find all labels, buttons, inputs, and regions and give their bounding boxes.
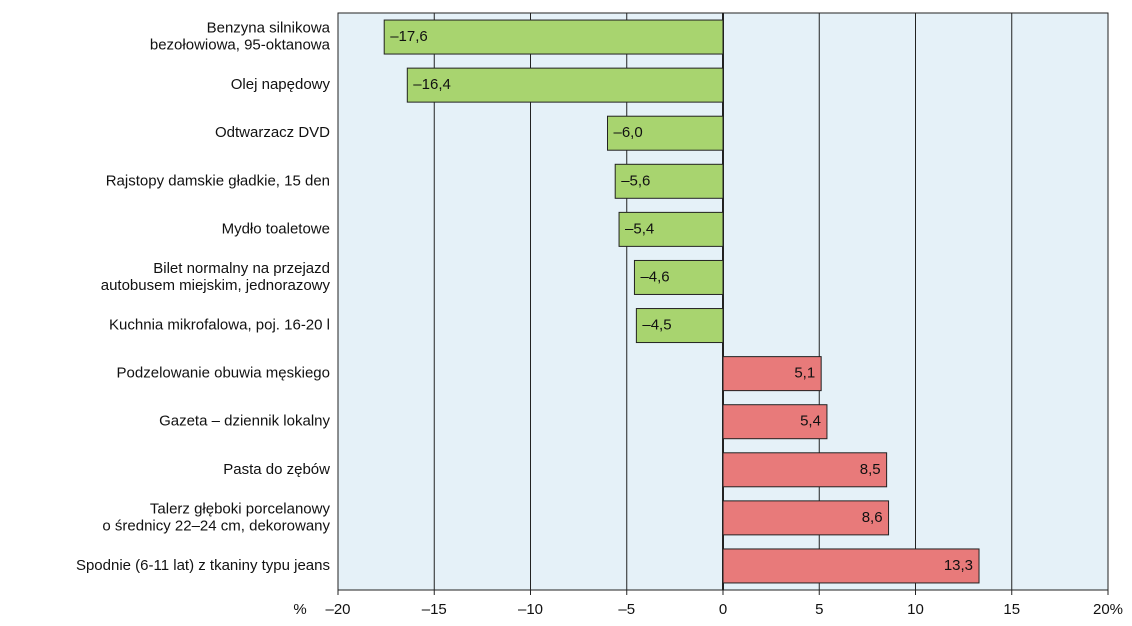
y-tick-label: Odtwarzacz DVD [215,124,330,141]
bar [633,259,724,295]
x-tick-label: 5 [815,601,823,618]
value-label: –4,5 [642,317,671,334]
y-tick-label-line: Bilet normalny na przejazd [153,260,330,277]
y-tick-label: Pasta do zębów [223,461,330,478]
bar [722,500,890,536]
value-label: 13,3 [944,557,973,574]
value-label: –5,4 [625,220,654,237]
value-label: –4,6 [640,268,669,285]
y-tick-label: Spodnie (6-11 lat) z tkaniny typu jeans [76,557,330,574]
x-tick-label: –5 [618,601,635,618]
bar [635,308,724,344]
x-tick-label: –15 [422,601,447,618]
bar [722,452,888,488]
y-tick-label: Kuchnia mikrofalowa, poj. 16-20 l [109,317,330,334]
y-tick-label-line: Talerz głęboki porcelanowy [150,500,331,517]
x-tick-label: 10 [907,601,924,618]
y-tick-label-line: o średnicy 22–24 cm, dekorowany [102,517,330,534]
bar [722,548,980,584]
value-label: –17,6 [390,28,428,45]
y-tick-label-line: Mydło toaletowe [222,220,330,237]
value-label: –6,0 [614,124,643,141]
value-label: 8,6 [862,509,883,526]
bar [406,67,724,103]
y-tick-label-line: autobusem miejskim, jednorazowy [101,277,331,294]
y-tick-label: Talerz głęboki porcelanowy o średnicy 22–… [102,500,330,534]
y-tick-label: Bilet normalny na przejazd autobusem miej… [101,260,331,294]
x-tick-label: –10 [518,601,543,618]
y-tick-label-line: Rajstopy damskie gładkie, 15 den [106,172,330,189]
y-tick-label-line: Kuchnia mikrofalowa, poj. 16-20 l [109,317,330,334]
y-tick-label-line: Pasta do zębów [223,461,330,478]
y-tick-label-line: Gazeta – dziennik lokalny [159,413,330,430]
value-label: –5,6 [621,172,650,189]
y-tick-label-line: bezołowiowa, 95-oktanowa [150,37,331,54]
value-label: 5,1 [794,365,815,382]
x-tick-label: 20% [1093,601,1123,618]
y-tick-label-line: Olej napędowy [231,76,331,93]
bar [618,211,724,247]
bar [614,163,724,199]
y-tick-label-line: Odtwarzacz DVD [215,124,330,141]
x-tick-label: 0 [719,601,727,618]
x-tick-label: 15 [1003,601,1020,618]
bar [722,404,828,440]
value-label: 5,4 [800,413,821,430]
bar [722,356,822,392]
y-tick-label: Mydło toaletowe [222,220,330,237]
y-tick-label: Gazeta – dziennik lokalny [159,413,330,430]
y-tick-label-line: Podzelowanie obuwia męskiego [117,365,330,382]
x-axis-label: % [293,601,306,618]
bar [383,19,724,55]
value-label: –16,4 [413,76,451,93]
x-tick-label: –20 [325,601,350,618]
y-tick-label: Podzelowanie obuwia męskiego [117,365,330,382]
y-tick-label: Olej napędowy [231,76,331,93]
y-tick-label: Rajstopy damskie gładkie, 15 den [106,172,330,189]
y-tick-label-line: Spodnie (6-11 lat) z tkaniny typu jeans [76,557,330,574]
y-tick-label-line: Benzyna silnikowa [207,20,331,37]
value-label: 8,5 [860,461,881,478]
bar [607,115,724,151]
y-tick-label: Benzyna silnikowa bezołowiowa, 95-oktanow… [150,20,331,54]
